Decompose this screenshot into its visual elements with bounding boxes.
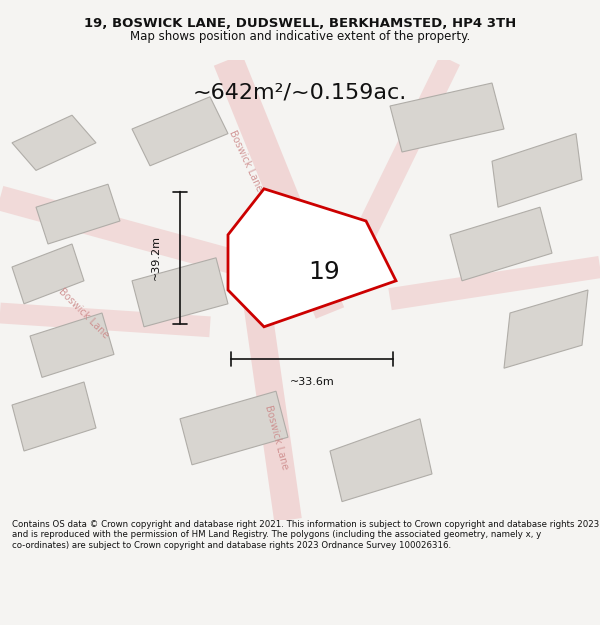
Polygon shape	[504, 290, 588, 368]
Polygon shape	[450, 208, 552, 281]
Polygon shape	[492, 134, 582, 208]
Polygon shape	[30, 313, 114, 378]
Text: Boswick Lane: Boswick Lane	[227, 129, 265, 193]
Text: Contains OS data © Crown copyright and database right 2021. This information is : Contains OS data © Crown copyright and d…	[12, 520, 599, 550]
Polygon shape	[330, 419, 432, 502]
Polygon shape	[12, 382, 96, 451]
Text: ~33.6m: ~33.6m	[290, 377, 334, 387]
Text: Boswick Lane: Boswick Lane	[57, 286, 111, 340]
Text: ~642m²/~0.159ac.: ~642m²/~0.159ac.	[193, 82, 407, 102]
Polygon shape	[12, 244, 84, 304]
Polygon shape	[132, 97, 228, 166]
Text: ~39.2m: ~39.2m	[151, 235, 161, 280]
Polygon shape	[390, 83, 504, 152]
Polygon shape	[228, 189, 396, 327]
Text: 19: 19	[308, 259, 340, 284]
Polygon shape	[36, 184, 120, 244]
Polygon shape	[180, 391, 288, 465]
Polygon shape	[132, 258, 228, 327]
Polygon shape	[12, 115, 96, 171]
Text: Boswick Lane: Boswick Lane	[263, 404, 289, 471]
Text: Map shows position and indicative extent of the property.: Map shows position and indicative extent…	[130, 30, 470, 43]
Text: 19, BOSWICK LANE, DUDSWELL, BERKHAMSTED, HP4 3TH: 19, BOSWICK LANE, DUDSWELL, BERKHAMSTED,…	[84, 17, 516, 30]
